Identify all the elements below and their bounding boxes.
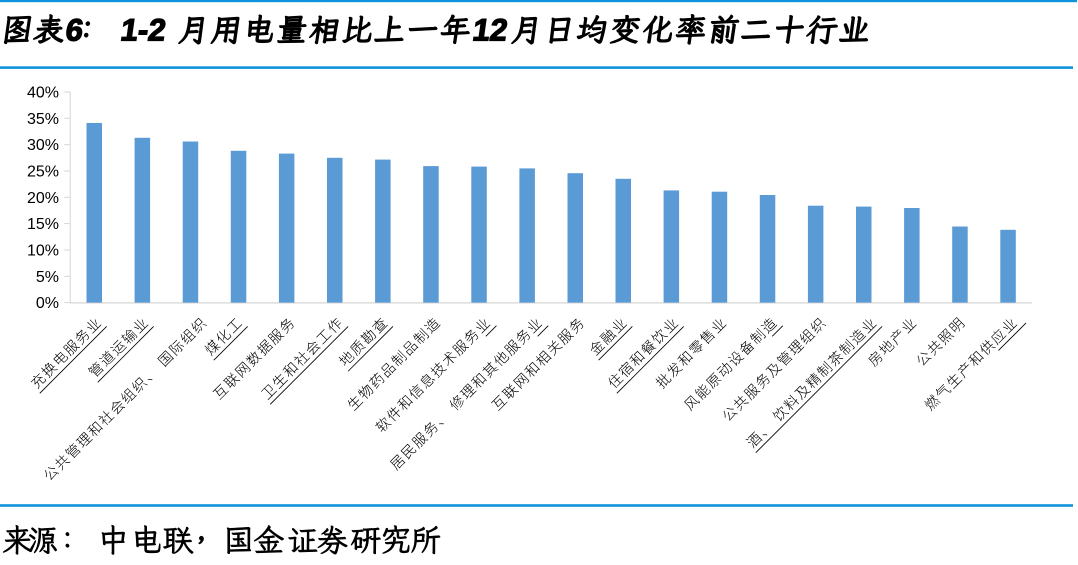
svg-text:40%: 40% [27,85,59,102]
svg-text:20%: 20% [27,190,59,207]
svg-text:0%: 0% [36,295,59,312]
svg-text:5%: 5% [36,269,59,286]
svg-text:15%: 15% [27,216,59,233]
svg-text:25%: 25% [27,164,59,181]
svg-text:10%: 10% [27,243,59,260]
svg-text:35%: 35% [27,111,59,128]
svg-text:30%: 30% [27,137,59,154]
